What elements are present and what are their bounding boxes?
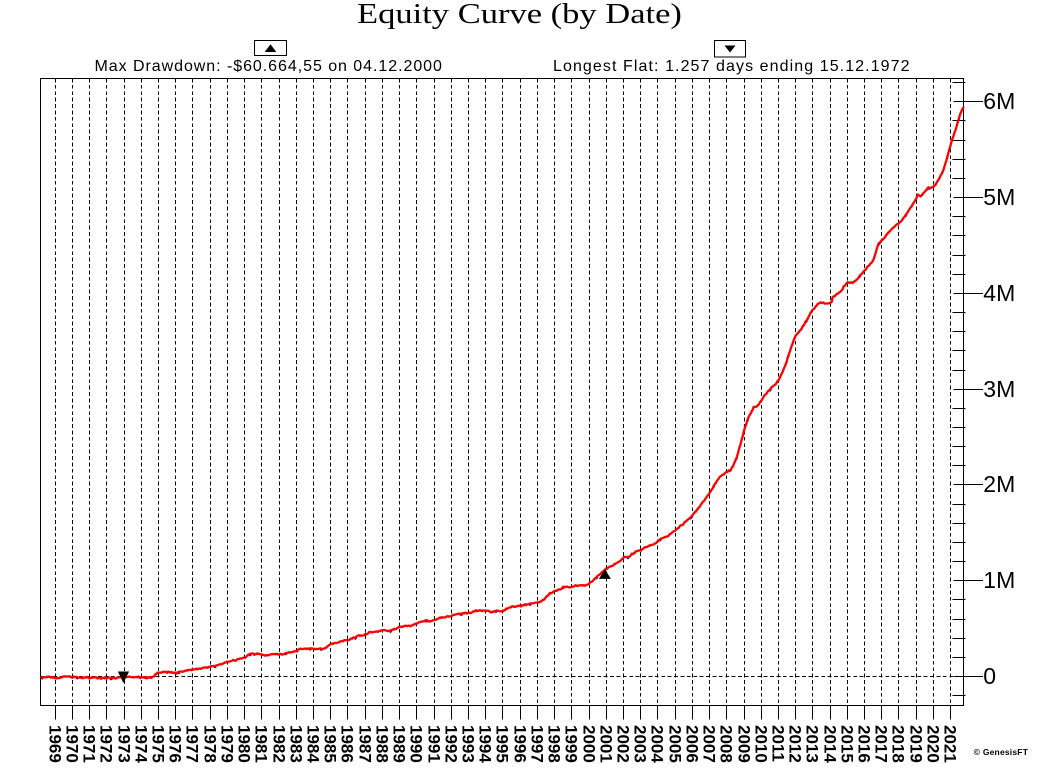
svg-text:1983: 1983 <box>286 725 305 763</box>
svg-text:1993: 1993 <box>458 725 477 763</box>
svg-text:1981: 1981 <box>251 725 270 763</box>
svg-text:2006: 2006 <box>682 725 701 763</box>
svg-text:2019: 2019 <box>906 725 925 763</box>
svg-text:2005: 2005 <box>665 725 684 763</box>
svg-text:1991: 1991 <box>424 725 443 763</box>
svg-text:1971: 1971 <box>79 725 98 763</box>
svg-text:2020: 2020 <box>923 725 942 763</box>
svg-text:1975: 1975 <box>148 725 167 763</box>
svg-text:1980: 1980 <box>234 725 253 763</box>
svg-text:1976: 1976 <box>165 725 184 763</box>
svg-text:2008: 2008 <box>716 725 735 763</box>
svg-text:2003: 2003 <box>630 725 649 763</box>
svg-text:1999: 1999 <box>561 725 580 763</box>
svg-text:1986: 1986 <box>337 725 356 763</box>
svg-text:2016: 2016 <box>854 725 873 763</box>
svg-text:1988: 1988 <box>372 725 391 763</box>
svg-text:2009: 2009 <box>734 725 753 763</box>
svg-text:1992: 1992 <box>441 725 460 763</box>
svg-text:2017: 2017 <box>871 725 890 763</box>
svg-text:2000: 2000 <box>579 725 598 763</box>
svg-text:1974: 1974 <box>131 725 150 763</box>
svg-text:1970: 1970 <box>62 725 81 763</box>
svg-text:1982: 1982 <box>269 725 288 763</box>
svg-text:3M: 3M <box>983 376 1015 402</box>
svg-text:1994: 1994 <box>475 725 494 763</box>
svg-text:1995: 1995 <box>492 725 511 763</box>
svg-text:6M: 6M <box>983 88 1015 114</box>
svg-text:5M: 5M <box>983 184 1015 210</box>
svg-text:2M: 2M <box>983 471 1015 497</box>
svg-text:1989: 1989 <box>389 725 408 763</box>
svg-text:1996: 1996 <box>510 725 529 763</box>
svg-text:2014: 2014 <box>820 725 839 763</box>
svg-text:1990: 1990 <box>406 725 425 763</box>
svg-text:1998: 1998 <box>544 725 563 763</box>
svg-text:4M: 4M <box>983 280 1015 306</box>
svg-text:2021: 2021 <box>940 725 959 763</box>
svg-text:2018: 2018 <box>888 725 907 763</box>
svg-text:2004: 2004 <box>647 725 666 763</box>
svg-text:1979: 1979 <box>217 725 236 763</box>
svg-text:1977: 1977 <box>182 725 201 763</box>
svg-text:1978: 1978 <box>200 725 219 763</box>
svg-text:2010: 2010 <box>751 725 770 763</box>
svg-text:1984: 1984 <box>303 725 322 763</box>
svg-text:2002: 2002 <box>613 725 632 763</box>
svg-text:2015: 2015 <box>837 725 856 763</box>
svg-text:0: 0 <box>983 663 996 689</box>
svg-text:2001: 2001 <box>596 725 615 763</box>
svg-text:2007: 2007 <box>699 725 718 763</box>
svg-text:2011: 2011 <box>768 725 787 762</box>
svg-text:1997: 1997 <box>527 725 546 763</box>
svg-text:1973: 1973 <box>114 725 133 763</box>
svg-text:2013: 2013 <box>802 725 821 763</box>
svg-text:1987: 1987 <box>355 725 374 763</box>
svg-text:1985: 1985 <box>320 725 339 763</box>
svg-text:1969: 1969 <box>45 725 64 763</box>
svg-text:1972: 1972 <box>96 725 115 763</box>
svg-text:2012: 2012 <box>785 725 804 763</box>
svg-text:1M: 1M <box>983 567 1015 593</box>
